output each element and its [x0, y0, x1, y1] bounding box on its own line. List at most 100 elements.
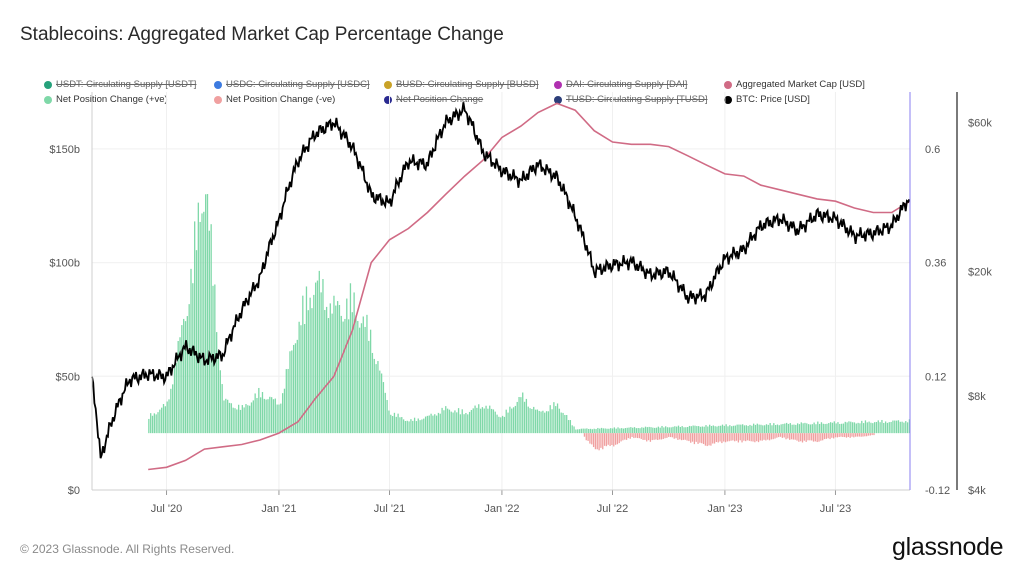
net-position-positive-bar [249, 405, 251, 434]
net-position-negative-bar [724, 433, 727, 443]
net-position-positive-bar [690, 426, 692, 434]
net-position-negative-bar [594, 433, 597, 450]
net-position-positive-bar [665, 426, 667, 434]
net-position-positive-bar [509, 406, 511, 434]
net-position-positive-bar [201, 213, 203, 434]
net-position-negative-bar [763, 433, 765, 440]
net-position-positive-bar [895, 420, 898, 434]
net-position-positive-bar [556, 403, 559, 434]
net-position-positive-bar [866, 422, 868, 434]
net-position-negative-bar [873, 433, 875, 436]
legend-label: DAI: Circulating Supply [DAI] [566, 79, 688, 90]
net-position-positive-bar [340, 315, 342, 434]
net-position-negative-bar [743, 433, 745, 441]
net-position-positive-bar [533, 406, 535, 434]
net-position-positive-bar [692, 425, 694, 434]
net-position-positive-bar [172, 384, 174, 434]
legend-item[interactable]: Aggregated Market Cap [USD] [724, 79, 865, 90]
net-position-negative-bar [701, 433, 703, 444]
net-position-positive-bar [179, 337, 181, 434]
net-position-positive-bar [379, 370, 381, 434]
net-position-positive-bar [763, 425, 766, 434]
legend-item[interactable]: BUSD: Circulating Supply [BUSD] [384, 79, 539, 90]
net-position-positive-bar [472, 408, 474, 434]
net-position-positive-bar [908, 419, 911, 434]
mid-axis-tick: 0.6 [925, 144, 940, 156]
net-position-positive-bar [168, 399, 170, 434]
net-position-negative-bar [790, 433, 793, 440]
net-position-positive-bar [721, 424, 724, 434]
mid-axis-tick: 0.36 [925, 258, 946, 270]
net-position-positive-bar [305, 286, 308, 434]
net-position-positive-bar [481, 407, 484, 434]
net-position-positive-bar [234, 408, 236, 434]
legend-item[interactable]: DAI: Circulating Supply [DAI] [554, 79, 687, 90]
net-position-negative-bar [629, 433, 631, 439]
net-position-positive-bar [787, 423, 790, 434]
net-position-negative-bar [719, 433, 721, 442]
net-position-negative-bar [607, 433, 609, 445]
net-position-negative-bar [631, 433, 633, 437]
net-position-positive-bar [289, 351, 291, 434]
net-position-positive-bar [265, 399, 267, 434]
net-position-positive-bar [254, 393, 256, 434]
net-position-positive-bar [450, 411, 452, 434]
net-position-positive-bar [588, 428, 590, 434]
net-position-positive-bar [507, 412, 509, 434]
net-position-positive-bar [252, 400, 254, 434]
net-position-positive-bar [388, 410, 390, 434]
legend-label: TUSD: Circulating Supply [TUSD] [566, 94, 708, 105]
net-position-positive-bar [842, 423, 845, 434]
net-position-positive-bar [688, 425, 691, 434]
net-position-positive-bar [241, 405, 243, 434]
net-position-positive-bar [390, 414, 392, 434]
net-position-positive-bar [868, 421, 870, 434]
net-position-positive-bar [591, 429, 594, 434]
net-position-positive-bar [296, 339, 298, 434]
legend-item[interactable]: USDC: Circulating Supply [USDC] [214, 79, 370, 90]
net-position-positive-bar [839, 423, 841, 434]
legend-swatch [554, 80, 562, 89]
net-position-positive-bar [195, 250, 198, 434]
net-position-positive-bar [802, 423, 804, 434]
net-position-positive-bar [683, 427, 685, 434]
net-position-positive-bar [412, 420, 414, 434]
net-position-positive-bar [456, 412, 458, 434]
net-position-positive-bar [437, 412, 440, 434]
net-position-positive-bar [886, 422, 889, 434]
legend-item[interactable]: BTC: Price [USD] [724, 94, 810, 105]
net-position-negative-bar [805, 433, 807, 442]
legend-item[interactable]: USDT: Circulating Supply [USDT] [44, 79, 196, 90]
legend-item[interactable]: Net Position Change (-ve) [214, 94, 335, 105]
net-position-positive-bar [835, 423, 837, 434]
net-position-negative-bar [851, 433, 853, 437]
net-position-negative-bar [811, 433, 813, 441]
net-position-positive-bar [709, 424, 711, 434]
net-position-positive-bar [734, 425, 736, 434]
net-position-positive-bar [701, 426, 703, 434]
legend-swatch [44, 95, 52, 104]
net-position-positive-bar [157, 412, 159, 434]
legend-swatch [214, 80, 222, 89]
legend-item[interactable]: TUSD: Circulating Supply [TUSD] [554, 94, 707, 105]
net-position-positive-bar [335, 305, 337, 434]
net-position-negative-bar [605, 433, 608, 447]
x-axis-tick: Jan '23 [707, 503, 742, 515]
net-position-negative-bar [768, 433, 771, 441]
net-position-positive-bar [494, 411, 496, 434]
net-position-positive-bar [888, 422, 890, 434]
net-position-positive-bar [256, 397, 258, 434]
legend-label: USDC: Circulating Supply [USDC] [226, 79, 370, 90]
net-position-negative-bar [690, 433, 692, 443]
net-position-negative-bar [638, 433, 641, 439]
net-position-negative-bar [838, 433, 840, 437]
net-position-positive-bar [441, 407, 443, 434]
net-position-negative-bar [756, 433, 758, 442]
net-position-positive-bar [245, 404, 247, 434]
net-position-positive-bar [848, 421, 850, 434]
net-position-negative-bar [649, 433, 652, 442]
net-position-positive-bar [795, 424, 797, 434]
net-position-negative-bar [613, 433, 615, 447]
legend-item[interactable]: Net Position Change (+ve) [44, 94, 168, 105]
legend-item[interactable]: Net Position Change [384, 94, 483, 105]
